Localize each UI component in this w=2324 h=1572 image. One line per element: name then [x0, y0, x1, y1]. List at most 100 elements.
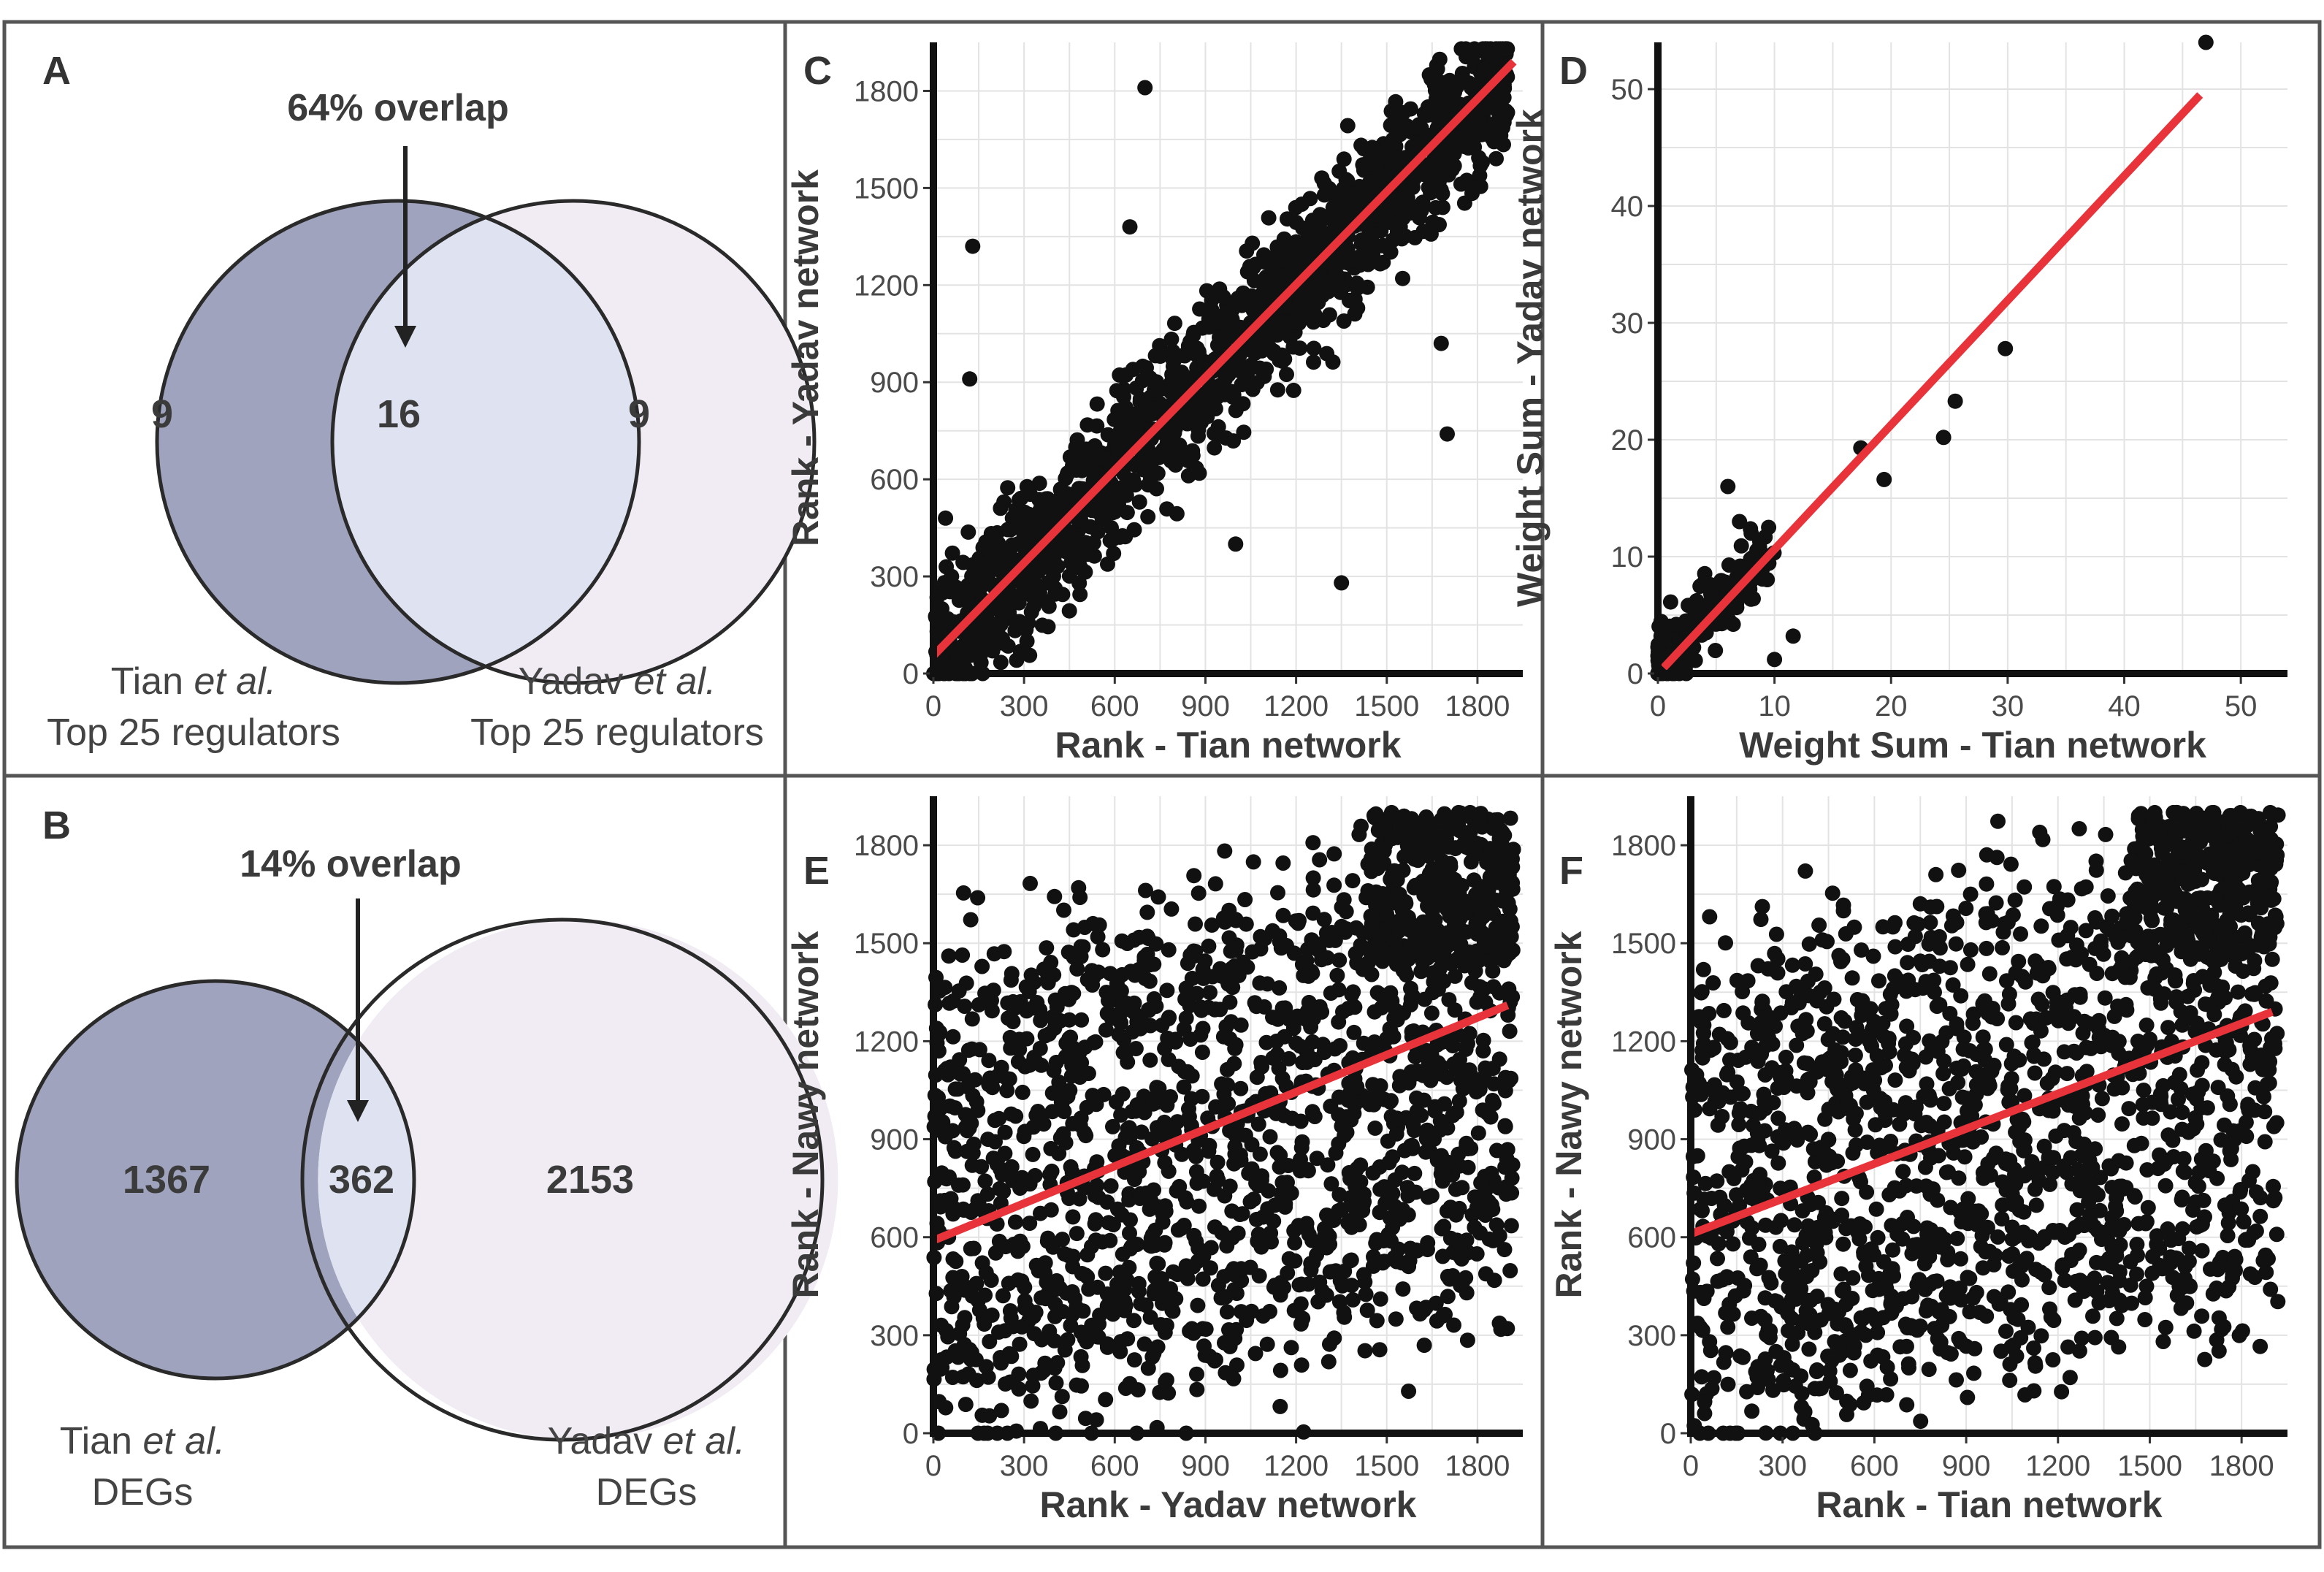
data-point: [1312, 1274, 1328, 1290]
data-point: [1426, 843, 1442, 859]
data-point: [1043, 955, 1059, 970]
plot-e-x-tick-label: 600: [1090, 1450, 1139, 1482]
data-point: [1416, 1338, 1432, 1354]
data-point: [1784, 957, 1800, 973]
data-point: [1876, 471, 1892, 487]
data-point: [2263, 1281, 2279, 1297]
data-point: [1467, 963, 1483, 979]
data-point: [2013, 926, 2028, 942]
data-point: [1234, 377, 1250, 392]
venn-a-right-only-region: [486, 201, 814, 683]
data-point: [1001, 1275, 1017, 1291]
data-point: [1018, 979, 1034, 995]
data-point: [1947, 393, 1963, 409]
data-point: [2182, 1240, 2197, 1256]
data-point: [1751, 539, 1767, 555]
data-point: [1419, 1122, 1435, 1138]
data-point: [1331, 982, 1347, 998]
plot-d-y-tick-label: 50: [1611, 74, 1644, 106]
data-point: [942, 1059, 958, 1075]
data-point: [1419, 934, 1435, 950]
data-point: [1019, 1003, 1035, 1019]
data-point: [1350, 251, 1366, 267]
data-point: [985, 1080, 1001, 1096]
data-point: [1458, 41, 1474, 57]
data-point: [1372, 1205, 1388, 1221]
plot-d-y-tick-label: 40: [1611, 191, 1644, 223]
data-point: [1496, 90, 1512, 105]
data-point: [1366, 1249, 1381, 1264]
data-point: [1328, 1145, 1344, 1161]
data-point: [1457, 825, 1473, 841]
data-point: [1345, 1050, 1361, 1066]
data-point: [982, 1408, 998, 1424]
data-point: [1502, 810, 1518, 826]
data-point: [1252, 1146, 1268, 1162]
data-point: [1171, 437, 1188, 453]
data-point: [2187, 1194, 2203, 1210]
data-point: [1279, 367, 1294, 382]
data-point: [1190, 1254, 1206, 1270]
data-point: [1474, 893, 1489, 909]
data-point: [1047, 1296, 1063, 1312]
data-point: [1995, 939, 2010, 955]
data-point: [1000, 480, 1016, 496]
data-point: [1236, 424, 1252, 440]
data-point: [1039, 940, 1055, 956]
data-point: [1481, 1231, 1497, 1247]
data-point: [1479, 855, 1495, 871]
data-point: [1074, 1266, 1090, 1281]
data-point: [940, 1329, 956, 1345]
data-point: [2258, 1264, 2274, 1281]
data-point: [1421, 891, 1437, 907]
data-point: [2263, 861, 2279, 877]
data-point: [1733, 538, 1749, 554]
data-point: [1080, 1066, 1096, 1081]
data-point: [944, 1123, 960, 1139]
data-point: [1342, 293, 1358, 309]
data-point: [1287, 1235, 1303, 1251]
data-point: [1088, 1212, 1104, 1228]
data-point: [2201, 909, 2217, 926]
data-point: [971, 1195, 987, 1211]
data-point: [1034, 522, 1050, 538]
data-point: [1447, 968, 1463, 984]
data-point: [1077, 564, 1093, 580]
data-point: [1702, 1101, 1718, 1117]
data-point: [1102, 1232, 1118, 1248]
data-point: [1031, 503, 1047, 519]
data-point: [1176, 1218, 1192, 1233]
data-point: [1410, 852, 1426, 869]
data-point: [1011, 1381, 1027, 1397]
data-point: [1935, 1066, 1952, 1082]
data-point: [1446, 1317, 1461, 1333]
data-point: [1415, 836, 1431, 852]
data-point: [1150, 889, 1166, 905]
data-point: [2137, 1312, 2153, 1327]
data-point: [974, 958, 990, 974]
data-point: [1305, 870, 1321, 886]
data-point: [1136, 1336, 1153, 1352]
data-point: [1334, 1202, 1350, 1218]
data-point: [1732, 514, 1748, 530]
data-point: [1345, 873, 1361, 889]
data-point: [1459, 1332, 1475, 1348]
data-point: [2248, 1184, 2264, 1200]
data-point: [1208, 1099, 1224, 1115]
data-point: [1697, 1175, 1713, 1191]
data-point: [1292, 1038, 1308, 1054]
data-point: [1697, 565, 1713, 581]
plot-e-y-tick-label: 1800: [854, 830, 919, 862]
plot-c-y-axis-title: Rank - Yadav network: [785, 169, 826, 546]
data-point: [1253, 1236, 1269, 1252]
data-point: [963, 912, 979, 928]
data-point: [1442, 908, 1458, 924]
data-point: [1285, 339, 1301, 355]
data-point: [981, 1053, 997, 1069]
data-point: [1420, 1235, 1436, 1251]
data-point: [1312, 852, 1328, 868]
data-point: [1218, 430, 1234, 446]
data-point: [1348, 946, 1364, 961]
data-point: [1305, 835, 1321, 851]
plot-d-y-axis-title: Weight Sum - Yadav network: [1510, 109, 1551, 607]
